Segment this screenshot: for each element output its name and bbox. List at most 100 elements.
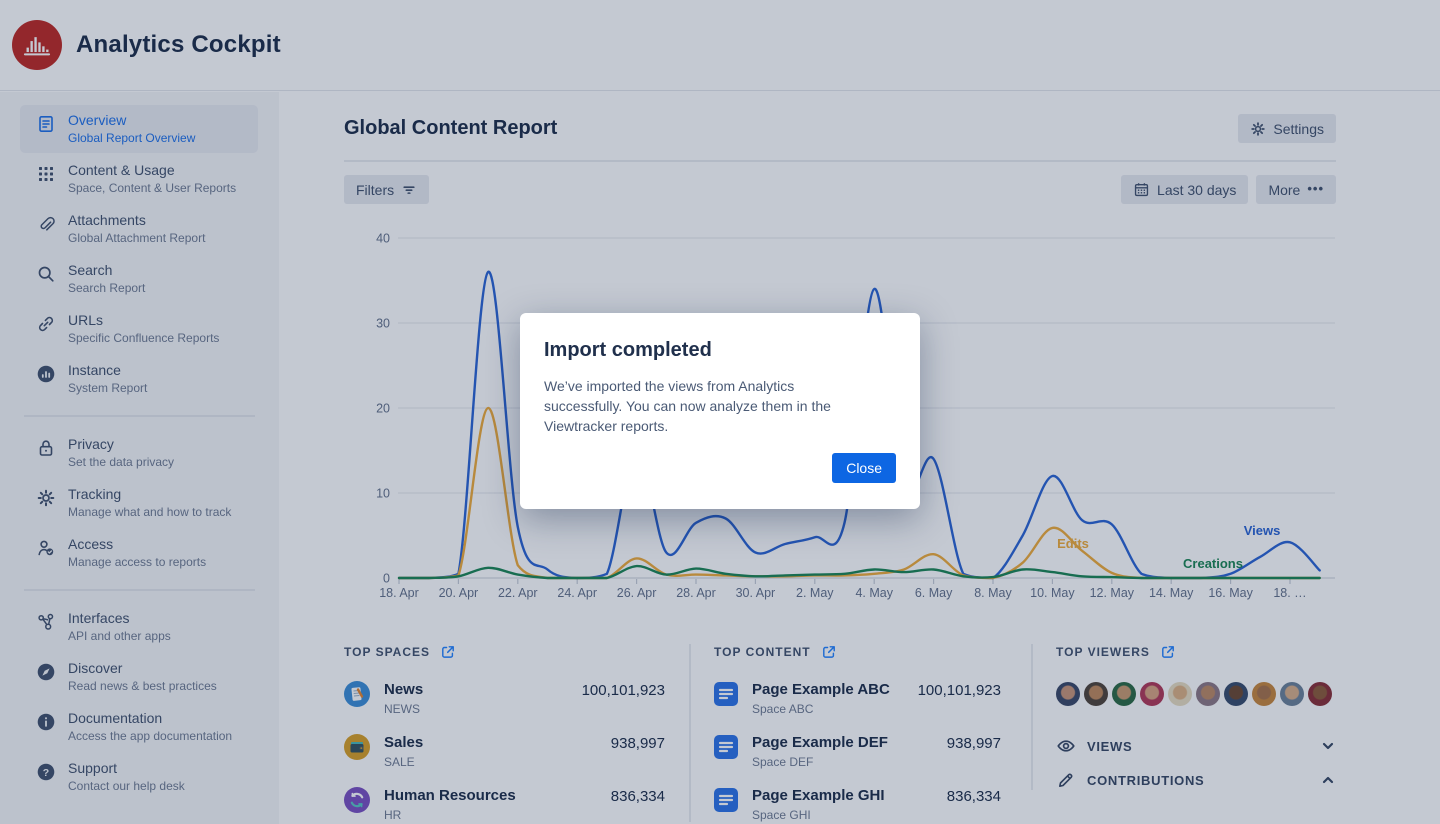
external-link-icon[interactable] [1160,644,1176,660]
svg-text:12. May: 12. May [1090,586,1135,600]
svg-text:28. Apr: 28. Apr [676,586,716,600]
avatar[interactable] [1280,682,1304,706]
svg-text:18. Apr: 18. Apr [379,586,419,600]
sidebar-item-sublabel: Set the data privacy [68,455,175,469]
svg-text:Creations: Creations [1183,556,1243,571]
sidebar-item-label: Privacy [68,436,114,452]
top-viewers-title: TOP VIEWERS [1056,645,1150,659]
avatar[interactable] [1140,682,1164,706]
calendar-icon [1133,181,1150,198]
svg-text:40: 40 [376,232,390,246]
eye-icon [1056,736,1076,756]
top-spaces-list: News NEWS 100,101,923 Sales SALE 938,997 Human… [344,681,665,822]
dialog-body: We’ve imported the views from Analytics … [544,378,831,434]
sidebar-item-support[interactable]: ? Support Contact our help desk [20,753,258,801]
contributions-accordion[interactable]: CONTRIBUTIONS [1056,770,1336,790]
svg-text:2. May: 2. May [796,586,834,600]
avatar[interactable] [1196,682,1220,706]
link-icon [36,314,56,334]
svg-text:18. …: 18. … [1273,586,1306,600]
bar-chart-logo-icon [23,37,51,56]
sidebar-item-search[interactable]: Search Search Report [20,255,258,303]
sidebar-item-label: Search [68,262,113,278]
sidebar-item-sublabel: Access the app documentation [68,729,233,743]
list-item-human-resources[interactable]: Human Resources HR 836,334 [344,787,665,822]
dialog-title: Import completed [544,339,712,361]
date-range-button[interactable]: Last 30 days [1121,175,1249,204]
list-item-sales[interactable]: Sales SALE 938,997 [344,734,665,769]
avatar[interactable] [1112,682,1136,706]
svg-text:14. May: 14. May [1149,586,1194,600]
chevron-down-icon [1320,738,1336,754]
page-title: Global Content Report [344,117,558,139]
external-link-icon[interactable] [821,644,837,660]
external-link-icon[interactable] [440,644,456,660]
sidebar-item-instance[interactable]: Instance System Report [20,355,258,403]
close-button[interactable]: Close [832,453,896,483]
sidebar-item-attachments[interactable]: Attachments Global Attachment Report [20,205,258,253]
series-views [397,270,1321,580]
sidebar-divider [24,589,255,591]
search-icon [36,264,56,284]
sidebar-item-sublabel: Space, Content & User Reports [68,181,237,195]
top-content-list: Page Example ABC Space ABC 100,101,923 Page… [714,681,1001,822]
item-value: 836,334 [946,788,1001,805]
svg-text:Views: Views [1244,523,1281,538]
sidebar-item-sublabel: API and other apps [68,629,171,643]
item-title: Page Example DEF [752,734,888,751]
item-subtitle: NEWS [384,702,420,716]
list-item-news[interactable]: News NEWS 100,101,923 [344,681,665,716]
list-item-page-example-ghi[interactable]: Page Example GHI Space GHI 836,334 [714,787,1001,822]
svg-text:26. Apr: 26. Apr [617,586,657,600]
sidebar-item-interfaces[interactable]: Interfaces API and other apps [20,603,258,651]
sales-space-icon [344,734,370,760]
svg-text:30. Apr: 30. Apr [736,586,776,600]
sidebar-item-tracking[interactable]: Tracking Manage what and how to track [20,479,258,527]
sidebar-item-discover[interactable]: Discover Read news & best practices [20,653,258,701]
sidebar-item-label: Tracking [68,486,122,502]
sidebar-item-label: Instance [68,362,121,378]
topbar: Analytics Cockpit [0,0,1440,91]
item-value: 836,334 [610,788,665,805]
item-subtitle: Space DEF [752,755,814,769]
list-item-page-example-def[interactable]: Page Example DEF Space DEF 938,997 [714,734,1001,769]
grid-icon [36,164,56,184]
hr-space-icon [344,787,370,813]
sidebar-item-label: URLs [68,312,104,328]
sidebar-item-access[interactable]: Access Manage access to reports [20,529,258,577]
top-viewers-section: TOP VIEWERS VIEWS CONTRIBUTIONS [1031,644,1336,790]
avatar[interactable] [1252,682,1276,706]
header-divider [344,160,1336,162]
more-button[interactable]: More ••• [1256,175,1336,204]
avatar[interactable] [1056,682,1080,706]
svg-text:16. May: 16. May [1208,586,1253,600]
sidebar-item-urls[interactable]: URLs Specific Confluence Reports [20,305,258,353]
sidebar-item-content-usage[interactable]: Content & Usage Space, Content & User Rep… [20,155,258,203]
svg-text:20: 20 [376,402,390,416]
top-spaces-section: TOP SPACES News NEWS 100,101,923 Sales SALE 9… [344,644,689,822]
views-accordion[interactable]: VIEWS [1056,736,1336,756]
avatar[interactable] [1168,682,1192,706]
settings-button[interactable]: Settings [1238,114,1336,143]
svg-text:30: 30 [376,317,390,331]
info-icon [36,712,56,732]
avatar[interactable] [1308,682,1332,706]
avatar[interactable] [1084,682,1108,706]
sidebar-item-documentation[interactable]: Documentation Access the app documentatio… [20,703,258,751]
sidebar-item-label: Interfaces [68,610,130,626]
sidebar-item-sublabel: Global Attachment Report [68,231,206,245]
top-content-title: TOP CONTENT [714,645,811,659]
svg-text:20. Apr: 20. Apr [439,586,479,600]
filters-button[interactable]: Filters [344,175,430,204]
list-item-page-example-abc[interactable]: Page Example ABC Space ABC 100,101,923 [714,681,1001,716]
item-subtitle: SALE [384,755,415,769]
series-creations [397,564,1321,580]
item-subtitle: Space ABC [752,702,814,716]
gear-icon [36,488,56,508]
sidebar-item-overview[interactable]: Overview Global Report Overview [20,105,258,153]
page-icon [714,788,738,812]
sidebar-item-privacy[interactable]: Privacy Set the data privacy [20,429,258,477]
avatar[interactable] [1224,682,1248,706]
app-logo [12,20,62,70]
